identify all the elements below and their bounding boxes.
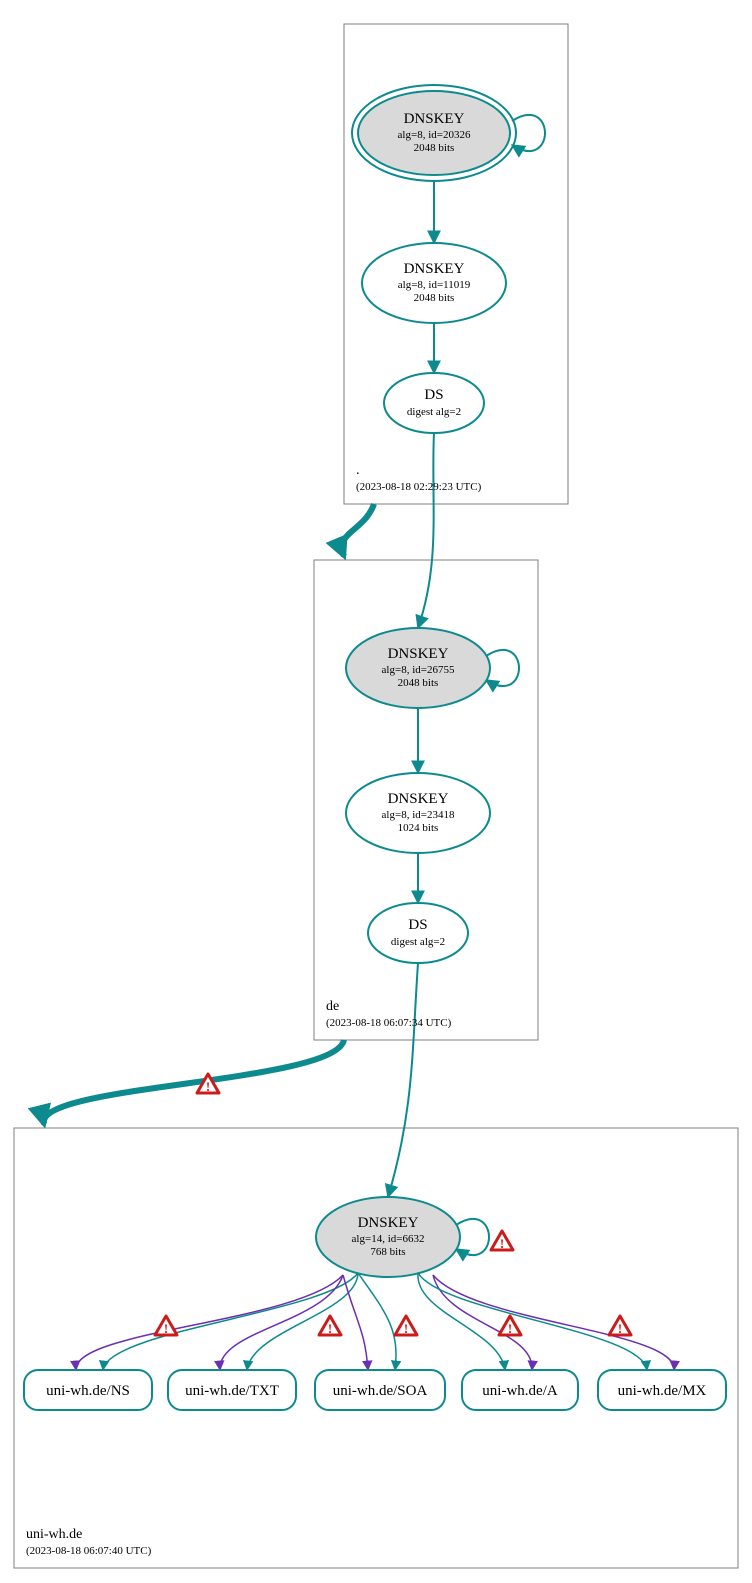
node-title: DNSKEY <box>388 646 449 662</box>
zone-box-uniwh <box>14 1128 738 1568</box>
node-sub2: 2048 bits <box>414 142 455 154</box>
zone-timestamp: (2023-08-18 06:07:34 UTC) <box>326 1017 452 1029</box>
node-uni_ksk: DNSKEY alg=14, id=6632768 bits <box>316 1197 460 1277</box>
node-sub2: 2048 bits <box>414 292 455 304</box>
svg-text:!: ! <box>508 1321 512 1336</box>
node-sub1: alg=14, id=6632 <box>352 1233 425 1245</box>
svg-text:!: ! <box>328 1321 332 1336</box>
node-sub2: 2048 bits <box>398 677 439 689</box>
rrset-node: uni-wh.de/SOA <box>315 1370 445 1410</box>
rrset-label: uni-wh.de/TXT <box>185 1383 279 1399</box>
node-de_zsk: DNSKEY alg=8, id=234181024 bits <box>346 773 490 853</box>
warning-icon: ! <box>155 1316 177 1336</box>
node-root_zsk: DNSKEY alg=8, id=110192048 bits <box>362 243 506 323</box>
node-title: DNSKEY <box>404 111 465 127</box>
zone-label: de <box>326 999 339 1014</box>
rrset-label: uni-wh.de/MX <box>618 1383 707 1399</box>
node-title: DNSKEY <box>388 791 449 807</box>
zone-timestamp: (2023-08-18 06:07:40 UTC) <box>26 1545 152 1557</box>
node-sub1: digest alg=2 <box>407 406 461 418</box>
rrset-node: uni-wh.de/NS <box>24 1370 152 1410</box>
zone-label: . <box>356 463 360 478</box>
delegation-arrow <box>44 1040 344 1124</box>
zone-label: uni-wh.de <box>26 1527 82 1542</box>
svg-text:!: ! <box>500 1236 504 1251</box>
svg-text:!: ! <box>618 1321 622 1336</box>
warning-icon: ! <box>319 1316 341 1336</box>
node-sub2: 1024 bits <box>398 822 439 834</box>
node-title: DNSKEY <box>404 261 465 277</box>
delegation-arrow <box>342 504 374 556</box>
node-sub1: digest alg=2 <box>391 936 445 948</box>
node-de_ksk: DNSKEY alg=8, id=267552048 bits <box>346 628 490 708</box>
svg-text:!: ! <box>164 1321 168 1336</box>
rrset-label: uni-wh.de/SOA <box>333 1383 428 1399</box>
rrset-node: uni-wh.de/TXT <box>168 1370 296 1410</box>
node-sub1: alg=8, id=23418 <box>382 809 455 821</box>
rrset-label: uni-wh.de/A <box>482 1383 558 1399</box>
warning-icon: ! <box>491 1231 513 1251</box>
svg-text:!: ! <box>404 1321 408 1336</box>
node-sub1: alg=8, id=26755 <box>382 664 455 676</box>
warning-icon: ! <box>609 1316 631 1336</box>
node-title: DS <box>424 387 443 403</box>
node-de_ds: DS digest alg=2 <box>368 903 468 963</box>
rrset-node: uni-wh.de/A <box>462 1370 578 1410</box>
warning-icon: ! <box>395 1316 417 1336</box>
zone-timestamp: (2023-08-18 02:29:23 UTC) <box>356 481 482 493</box>
node-title: DNSKEY <box>358 1215 419 1231</box>
node-root_ds: DS digest alg=2 <box>384 373 484 433</box>
svg-text:!: ! <box>206 1079 210 1094</box>
rrset-node: uni-wh.de/MX <box>598 1370 726 1410</box>
node-sub2: 768 bits <box>370 1246 405 1258</box>
warning-icon: ! <box>499 1316 521 1336</box>
rrset-label: uni-wh.de/NS <box>46 1383 130 1399</box>
node-sub1: alg=8, id=11019 <box>398 279 471 291</box>
node-root_ksk: DNSKEY alg=8, id=203262048 bits <box>352 85 516 181</box>
edges <box>44 115 674 1370</box>
node-title: DS <box>408 917 427 933</box>
node-sub1: alg=8, id=20326 <box>398 129 471 141</box>
